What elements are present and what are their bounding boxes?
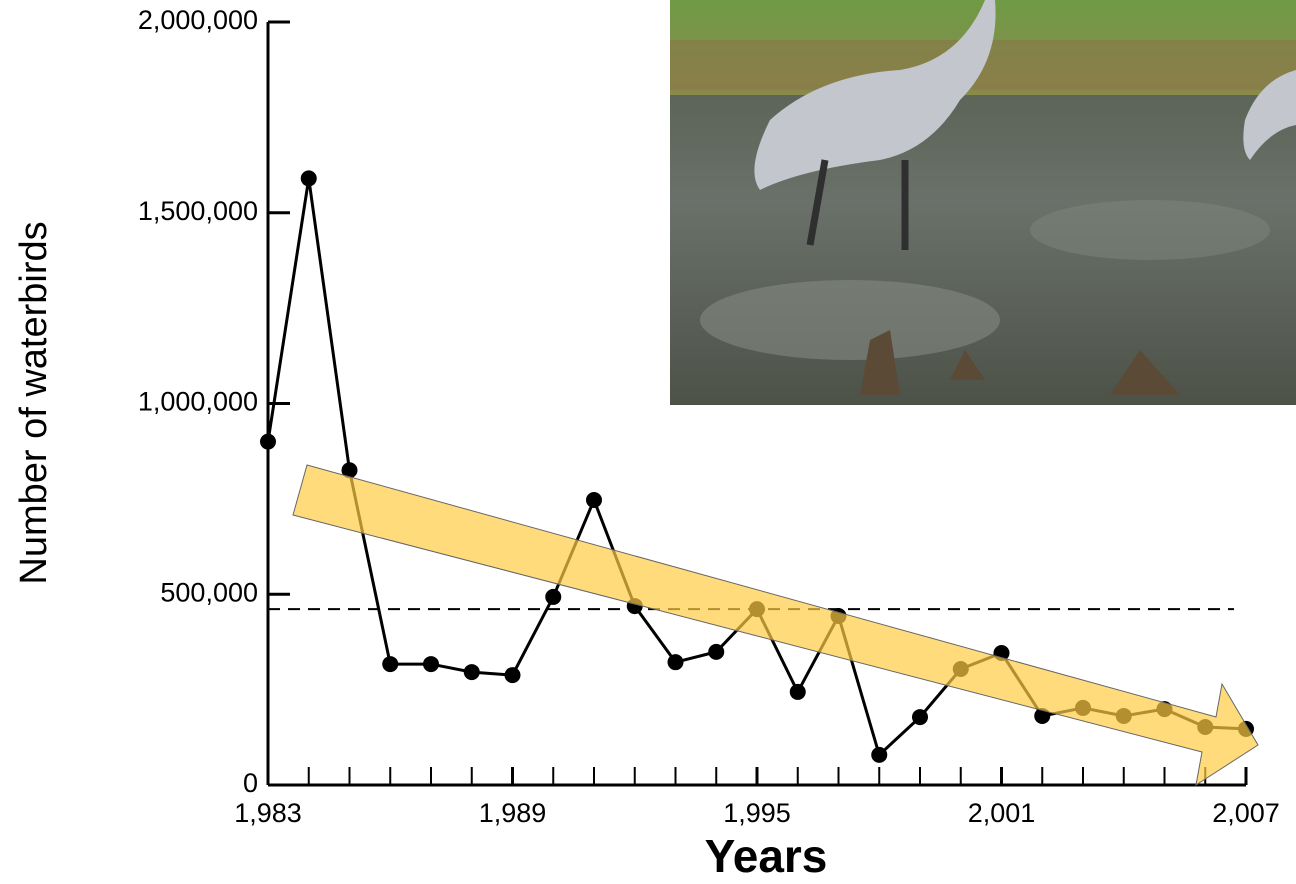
data-point bbox=[586, 492, 602, 509]
data-point bbox=[463, 664, 480, 681]
data-point bbox=[504, 667, 521, 684]
y-axis-title: Number of waterbirds bbox=[13, 221, 55, 584]
y-tick-label: 2,000,000 bbox=[138, 5, 258, 35]
photo-cranes bbox=[670, 0, 1296, 405]
data-point bbox=[708, 643, 725, 660]
data-point bbox=[871, 746, 888, 763]
x-tick-label: 2,007 bbox=[1212, 798, 1280, 828]
x-tick-label: 1,995 bbox=[723, 798, 791, 828]
data-point bbox=[300, 170, 317, 187]
data-point bbox=[382, 656, 399, 673]
x-tick-label: 1,983 bbox=[234, 798, 302, 828]
data-point bbox=[341, 462, 358, 479]
data-point bbox=[789, 683, 806, 700]
trend-arrow bbox=[292, 464, 1259, 787]
data-point bbox=[260, 433, 276, 450]
data-point bbox=[667, 654, 684, 671]
data-point bbox=[1034, 707, 1051, 724]
y-tick-label: 1,000,000 bbox=[138, 387, 258, 417]
data-point bbox=[423, 656, 439, 673]
y-tick-label: 1,500,000 bbox=[138, 196, 258, 226]
x-tick-label: 1,989 bbox=[479, 798, 547, 828]
y-tick-label: 0 bbox=[243, 768, 258, 798]
x-axis-title: Years bbox=[705, 830, 828, 882]
data-point bbox=[912, 709, 928, 726]
y-tick-label: 500,000 bbox=[160, 577, 258, 607]
x-tick-label: 2,001 bbox=[968, 798, 1036, 828]
data-point bbox=[545, 588, 562, 605]
